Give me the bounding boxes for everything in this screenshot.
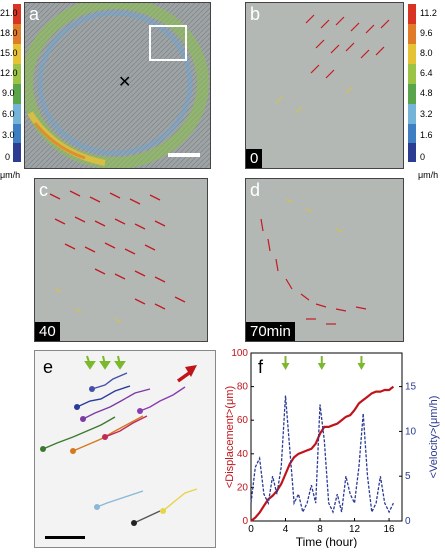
colorbar-right-seg-3 <box>408 64 416 84</box>
y-left-axis-label: <Displacement>(μm) <box>225 386 236 488</box>
y-left-tick-label: 60 <box>237 415 249 426</box>
panel-d-time: 70min <box>246 322 295 341</box>
colorbar-right-seg-2 <box>408 44 416 64</box>
panel-c-image: c 40 <box>34 178 208 342</box>
colorbar-right-seg-7 <box>408 143 416 162</box>
panel-f-label: f <box>258 357 264 377</box>
y-right-tick-label: 0 <box>405 516 411 527</box>
y-left-tick-label: 0 <box>242 516 248 527</box>
colorbar-right-tick: 0 <box>420 152 426 162</box>
panel-a-image: a ✕ <box>24 2 211 169</box>
colorbar-left-tick: 15.0 <box>0 48 18 58</box>
green-arrow-head-icon <box>357 363 366 370</box>
panel-c-time: 40 <box>35 322 60 341</box>
y-right-axis-label: <Velocity>(μm/h) <box>428 396 440 479</box>
panel-b-image: b 0 <box>245 2 404 169</box>
panel-c-label: c <box>39 180 48 200</box>
chart-f-svg: 0 4 8 12 16 0 20 40 60 80 100 0 5 10 15 f Time (hour) <Di… <box>224 348 440 549</box>
x-axis-label: Time (hour) <box>296 535 358 548</box>
colorbar-right-unit: μm/h <box>418 170 439 180</box>
trajectory-plot <box>40 355 198 539</box>
green-arrow-head-icon <box>281 363 290 370</box>
colorbar-right-seg-6 <box>408 124 416 143</box>
panel-e-label: e <box>43 357 54 377</box>
colorbar-left-seg-7 <box>13 143 21 162</box>
y-right-tick-label: 5 <box>405 471 411 482</box>
x-tick-label: 4 <box>283 524 289 535</box>
colorbar-left-tick: 12.0 <box>0 68 18 78</box>
colorbar-right <box>408 4 416 162</box>
colorbar-right-tick: 9.6 <box>420 28 433 38</box>
panel-d-image: d 70min <box>245 178 404 342</box>
colorbar-right-seg-1 <box>408 24 416 44</box>
direction-arrow-icon <box>176 365 197 383</box>
panel-b-label: b <box>250 4 261 24</box>
colorbar-left-seg-0 <box>13 4 21 24</box>
plot-frame <box>250 352 403 522</box>
x-tick-label: 12 <box>349 524 361 535</box>
colorbar-left-seg-3 <box>13 64 21 84</box>
colorbar-left-tick: 6.0 <box>2 109 15 119</box>
colorbar-right-seg-0 <box>408 4 416 24</box>
colorbar-right-tick: 4.8 <box>420 88 433 98</box>
colorbar-right-tick: 11.2 <box>420 8 437 18</box>
y-left-tick-label: 20 <box>237 482 249 493</box>
y-right-tick-label: 15 <box>405 382 417 393</box>
panel-b-arrows <box>246 3 403 168</box>
zoom-box <box>149 25 187 61</box>
x-tick-label: 8 <box>317 524 323 535</box>
panel-d-label: d <box>250 180 261 200</box>
colorbar-left-tick: 3.0 <box>2 130 15 140</box>
displacement-series-line <box>250 385 395 522</box>
colorbar-left-unit: μm/h <box>0 170 21 180</box>
x-tick-label: 0 <box>248 524 254 535</box>
colorbar-right-seg-4 <box>408 84 416 104</box>
colorbar-left-tick: 18.0 <box>0 28 18 38</box>
center-cross-icon: ✕ <box>118 74 132 91</box>
panel-e-tracks: e <box>34 350 216 548</box>
colorbar-right-tick: 8.0 <box>420 48 433 58</box>
x-tick-label: 16 <box>383 524 395 535</box>
y-left-tick-label: 40 <box>237 449 249 460</box>
colorbar-left-seg-4 <box>13 84 21 104</box>
green-arrow-head-icon <box>317 363 326 370</box>
scale-bar <box>168 153 200 157</box>
colorbar-left-tick: 21.0 <box>0 8 18 18</box>
colorbar-left-seg-6 <box>13 124 21 143</box>
green-arrow-icons <box>84 355 126 370</box>
colorbar-right-tick: 3.2 <box>420 109 433 119</box>
colorbar-left-seg-1 <box>13 24 21 44</box>
colorbar-left <box>13 4 21 162</box>
panel-f-chart: 0 4 8 12 16 0 20 40 60 80 100 0 5 10 15 f Time (hour) <Di… <box>224 340 443 549</box>
y-left-tick-label: 100 <box>231 348 248 359</box>
colorbar-right-seg-5 <box>408 104 416 124</box>
panel-a-label: a <box>29 4 40 24</box>
colorbar-left-tick: 0 <box>5 152 11 162</box>
y-left-tick-label: 80 <box>237 382 249 393</box>
velocity-series-line <box>250 395 394 515</box>
colorbar-left-seg-2 <box>13 44 21 64</box>
panel-d-arrows <box>246 179 403 341</box>
colorbar-left-tick: 9.0 <box>2 88 15 98</box>
colorbar-right-tick: 1.6 <box>420 130 433 140</box>
panel-a-texture <box>25 3 210 168</box>
scale-bar-e <box>45 536 85 539</box>
y-right-tick-label: 10 <box>405 426 417 437</box>
colorbar-right-tick: 6.4 <box>420 68 433 78</box>
panel-b-time: 0 <box>246 149 263 168</box>
panel-c-arrows <box>35 179 207 341</box>
colorbar-left-seg-5 <box>13 104 21 124</box>
